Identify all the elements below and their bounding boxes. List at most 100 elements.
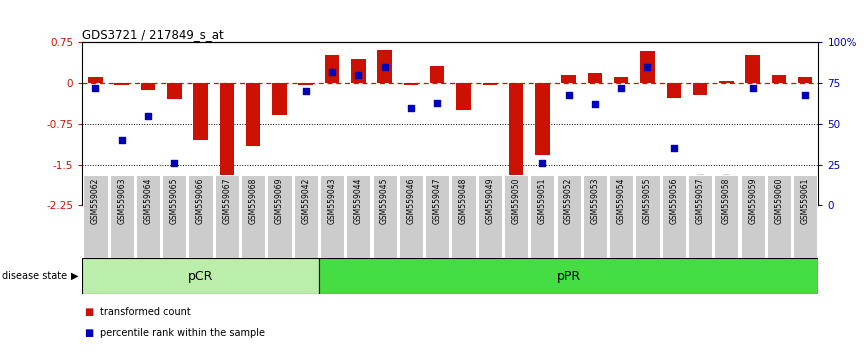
Text: GSM559067: GSM559067 [223,178,231,224]
Bar [136,175,160,258]
Bar [530,175,554,258]
Text: pCR: pCR [188,270,213,282]
Bar [740,175,765,258]
Text: ▶: ▶ [71,271,79,281]
Point [246,194,260,200]
Bar [398,175,423,258]
Point [430,100,444,105]
Bar [351,59,365,83]
Text: GSM559053: GSM559053 [591,178,599,224]
Bar [378,50,391,83]
Bar [241,175,265,258]
Bar [482,83,497,85]
Text: GSM559065: GSM559065 [170,178,178,224]
Text: GSM559052: GSM559052 [564,178,573,224]
Bar [294,175,318,258]
Bar [430,66,444,83]
Point [614,85,628,91]
Point [220,196,234,202]
Point [588,102,602,107]
Bar [614,77,629,83]
Point [535,160,549,166]
Text: GSM559043: GSM559043 [327,178,337,224]
Bar [767,175,791,258]
Point [667,145,681,151]
Bar [667,83,681,98]
Point [115,137,129,143]
Bar [162,175,186,258]
Point [299,88,313,94]
Bar [588,73,602,83]
Bar [268,175,292,258]
Bar [557,175,581,258]
Point [141,113,155,119]
Bar [425,175,449,258]
Bar [246,83,261,145]
Text: GSM559061: GSM559061 [801,178,810,224]
Point [720,175,734,181]
Text: ■: ■ [84,307,94,316]
Bar [189,175,213,258]
Text: GSM559049: GSM559049 [485,178,494,224]
Bar [478,175,501,258]
Bar [215,175,239,258]
Text: GSM559050: GSM559050 [512,178,520,224]
Text: ■: ■ [84,328,94,338]
Point [798,92,812,97]
Bar [662,175,686,258]
Text: GDS3721 / 217849_s_at: GDS3721 / 217849_s_at [82,28,224,41]
Bar [688,175,712,258]
Bar [220,83,234,184]
Text: GSM559059: GSM559059 [748,178,757,224]
Text: GSM559066: GSM559066 [196,178,205,224]
Bar [636,175,660,258]
Point [509,194,523,200]
Bar [451,175,475,258]
Bar [746,55,759,83]
Text: GSM559044: GSM559044 [354,178,363,224]
Point [746,85,759,91]
Bar [456,83,471,110]
Point [194,196,208,202]
Text: disease state: disease state [2,271,67,281]
Text: GSM559048: GSM559048 [459,178,468,224]
Bar [772,75,786,83]
Text: GSM559055: GSM559055 [643,178,652,224]
Text: GSM559051: GSM559051 [538,178,546,224]
Point [693,175,707,181]
Point [562,92,576,97]
Text: GSM559047: GSM559047 [433,178,442,224]
Point [641,64,655,70]
Point [456,178,470,184]
Point [325,69,339,75]
Text: percentile rank within the sample: percentile rank within the sample [100,328,265,338]
Point [483,186,497,192]
Text: transformed count: transformed count [100,307,191,316]
Bar [561,75,576,83]
Point [88,85,102,91]
Bar [714,175,739,258]
Bar [793,175,818,258]
Bar [325,55,339,83]
Bar [798,77,812,83]
Bar [319,258,818,294]
Bar [167,83,182,99]
Text: GSM559068: GSM559068 [249,178,258,224]
Bar [719,81,734,83]
Bar [88,77,103,83]
Bar [141,83,155,90]
Bar [83,175,107,258]
Bar [583,175,607,258]
Text: GSM559069: GSM559069 [275,178,284,224]
Bar [346,175,371,258]
Text: GSM559058: GSM559058 [722,178,731,224]
Bar [114,83,129,85]
Bar [535,83,550,155]
Bar [609,175,633,258]
Bar [320,175,344,258]
Point [273,186,287,192]
Text: GSM559064: GSM559064 [144,178,152,224]
Bar [509,83,523,177]
Bar [272,83,287,115]
Text: GSM559062: GSM559062 [91,178,100,224]
